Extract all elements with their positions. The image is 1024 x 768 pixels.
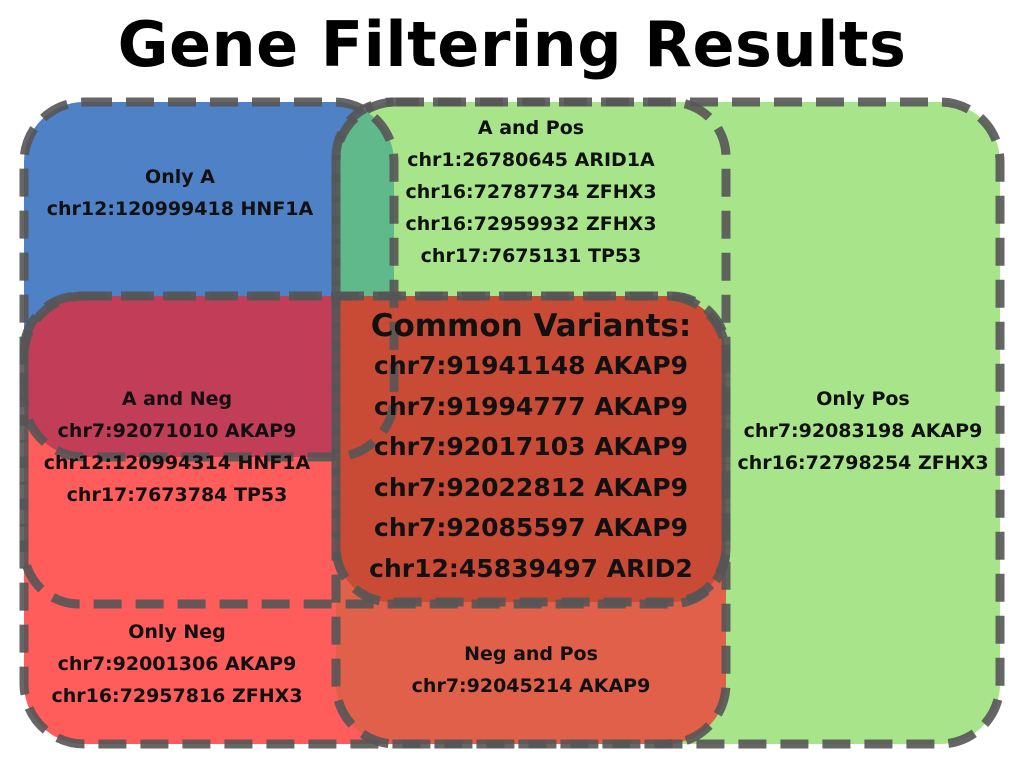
variant-item: chr16:72959932 ZFHX3 xyxy=(405,213,657,235)
region-common: Common Variants: chr7:91941148 AKAP9 chr… xyxy=(336,308,726,589)
common-variants-heading: Common Variants: xyxy=(370,308,692,344)
variant-item: chr12:45839497 ARID2 xyxy=(369,553,693,583)
variant-item: chr7:92017103 AKAP9 xyxy=(374,432,688,461)
variant-item: chr16:72798254 ZFHX3 xyxy=(737,452,989,474)
region-label: Only A xyxy=(145,166,215,188)
diagram-title: Gene Filtering Results xyxy=(117,8,907,81)
region-neg-and-pos: Neg and Pos chr7:92045214 AKAP9 xyxy=(336,638,726,702)
variant-item: chr16:72787734 ZFHX3 xyxy=(405,181,657,203)
variant-item: chr1:26780645 ARID1A xyxy=(407,149,655,171)
variant-item: chr17:7675131 TP53 xyxy=(420,245,642,267)
region-a-and-neg: A and Neg chr7:92071010 AKAP9 chr12:1209… xyxy=(18,383,336,511)
neg-inner-border xyxy=(19,291,731,609)
variant-item: chr7:92083198 AKAP9 xyxy=(743,420,983,442)
region-only-a: Only A chr12:120999418 HNF1A xyxy=(24,161,336,225)
region-label: Neg and Pos xyxy=(464,643,598,665)
variant-item: chr7:91994777 AKAP9 xyxy=(374,391,688,421)
region-label: A and Pos xyxy=(477,117,585,139)
variant-item: chr12:120999418 HNF1A xyxy=(46,198,314,220)
variant-item: chr7:92022812 AKAP9 xyxy=(374,472,688,502)
region-only-neg: Only Neg chr7:92001306 AKAP9 chr16:72957… xyxy=(18,616,336,712)
region-a-and-pos: A and Pos chr1:26780645 ARID1A chr16:727… xyxy=(336,112,726,272)
common-shape xyxy=(336,296,726,602)
set-a-border xyxy=(19,97,399,462)
region-label: Only Pos xyxy=(816,388,910,410)
a-and-neg-shape xyxy=(24,296,394,457)
variant-item: chr7:92001306 AKAP9 xyxy=(57,653,297,675)
variant-item: chr17:7673784 TP53 xyxy=(66,484,288,506)
variant-item: chr7:91941148 AKAP9 xyxy=(374,351,688,380)
variant-item: chr12:120994314 HNF1A xyxy=(43,452,311,474)
variant-item: chr16:72957816 ZFHX3 xyxy=(51,685,303,707)
variant-item: chr7:92085597 AKAP9 xyxy=(374,513,688,542)
region-only-pos: Only Pos chr7:92083198 AKAP9 chr16:72798… xyxy=(726,383,1000,479)
region-label: A and Neg xyxy=(121,388,233,410)
variant-item: chr7:92045214 AKAP9 xyxy=(411,675,651,697)
region-label: Only Neg xyxy=(128,621,226,643)
variant-item: chr7:92071010 AKAP9 xyxy=(57,420,297,442)
